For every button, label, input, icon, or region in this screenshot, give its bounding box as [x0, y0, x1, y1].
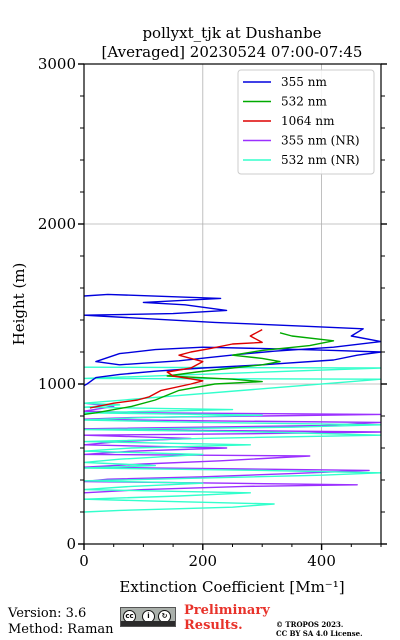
legend-label: 532 nm (NR) [281, 153, 360, 167]
copyright-notice: © TROPOS 2023. CC BY SA 4.0 License. [276, 620, 363, 638]
x-tick-label: 400 [307, 552, 336, 570]
copyright-line2: CC BY SA 4.0 License. [276, 629, 363, 638]
version-text: Version: 3.6 [8, 606, 87, 621]
series-line-1064-nm [89, 328, 263, 409]
cc-by-sa-icon: cc i ↻ [120, 607, 176, 627]
series-line-532-nm-nr- [84, 366, 381, 513]
x-axis-label: Extinction Coefficient [Mm⁻¹] [119, 578, 344, 596]
y-tick-label: 1000 [38, 375, 76, 393]
x-tick-label: 200 [188, 552, 217, 570]
legend-label: 532 nm [281, 95, 327, 109]
series-line-355-nm [84, 293, 381, 387]
cc-icon: cc [123, 610, 136, 623]
x-tick-label: 0 [79, 552, 89, 570]
series-line-532-nm [84, 332, 335, 416]
legend-label: 1064 nm [281, 114, 335, 128]
preliminary-line2: Results. [184, 618, 243, 633]
extinction-profile-chart: 0 200 400 0 1000 2000 3000 pollyxt_tjk at Dush… [10, 24, 387, 596]
series-lines [84, 293, 381, 513]
legend-label: 355 nm (NR) [281, 134, 360, 148]
y-tick-label: 3000 [38, 55, 76, 73]
preliminary-line1: Preliminary [184, 603, 270, 618]
footer-info: Version: 3.6 Method: Raman [8, 606, 114, 638]
copyright-line1: © TROPOS 2023. [276, 620, 344, 629]
preliminary-notice: Preliminary Results. [184, 603, 270, 633]
y-tick-label: 2000 [38, 215, 76, 233]
axis-ticks [78, 63, 387, 550]
chart-title: pollyxt_tjk at Dushanbe [142, 24, 321, 42]
legend: 355 nm 532 nm 1064 nm 355 nm (NR) 532 nm (NR… [237, 69, 375, 175]
legend-box [237, 69, 375, 175]
legend-label: 355 nm [281, 75, 327, 89]
y-axis-label: Height (m) [10, 263, 28, 346]
chart-subtitle: [Averaged] 20230524 07:00-07:45 [102, 43, 363, 61]
y-tick-label: 0 [66, 535, 76, 553]
tick-labels: 0 200 400 0 1000 2000 3000 [38, 55, 336, 570]
method-text: Method: Raman [8, 622, 114, 637]
